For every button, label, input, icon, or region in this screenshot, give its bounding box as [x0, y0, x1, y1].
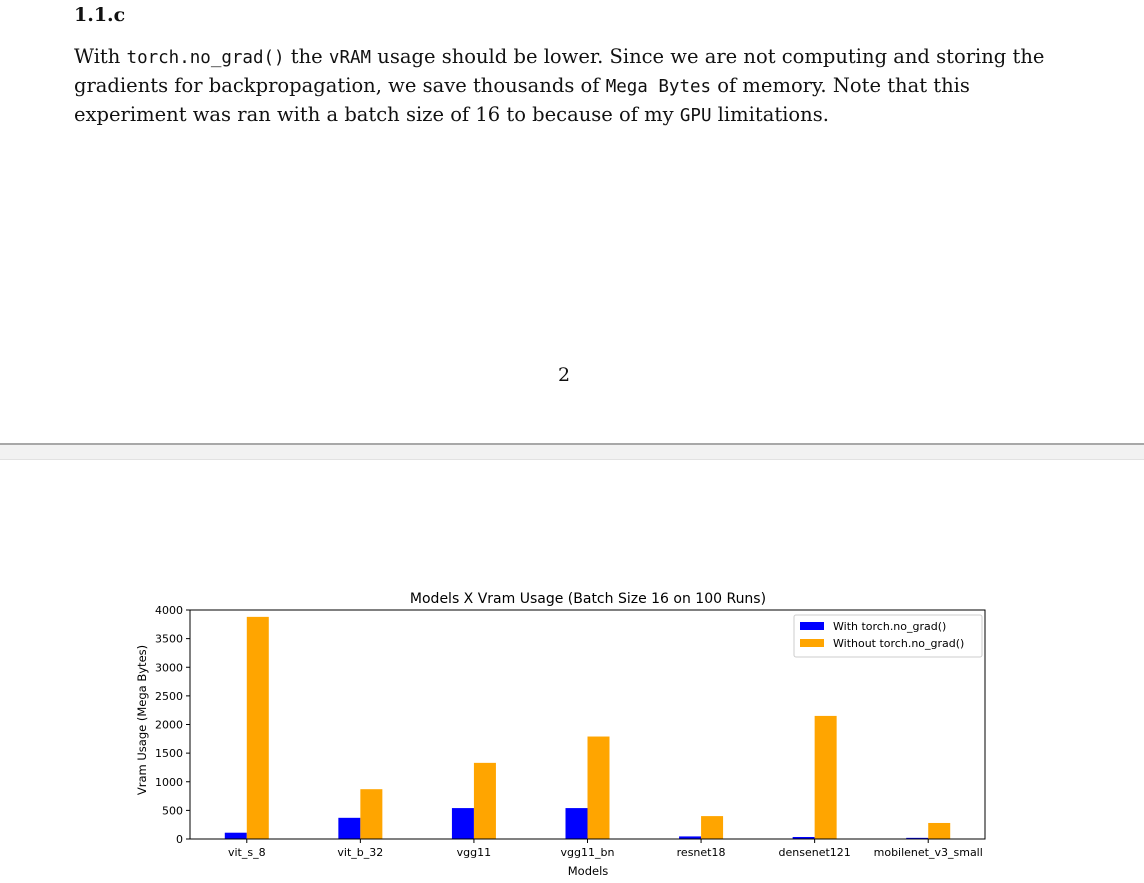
bar-without-vgg11 — [473, 762, 496, 839]
text-segment: limitations. — [711, 103, 829, 126]
page-number: 2 — [557, 364, 571, 386]
vram-bar-chart: Models X Vram Usage (Batch Size 16 on 10… — [135, 591, 986, 878]
legend-label-without: Without torch.no_grad() — [833, 637, 964, 650]
y-tick-label: 1000 — [155, 776, 183, 789]
code-gpu: GPU — [679, 106, 712, 126]
y-tick-label: 3500 — [155, 633, 183, 646]
y-axis-label: Vram Usage (Mega Bytes) — [135, 645, 149, 795]
bar-without-vgg11_bn — [587, 736, 610, 839]
body-paragraph: With torch.no_grad() the vRAM usage shou… — [74, 43, 1059, 130]
legend-swatch-without — [800, 639, 824, 647]
bar-without-vit_s_8 — [246, 616, 269, 839]
chart-title: Models X Vram Usage (Batch Size 16 on 10… — [410, 591, 766, 607]
bar-with-vgg11 — [451, 808, 474, 839]
text-segment: of memory. Note that this experiment was… — [74, 74, 970, 126]
text-segment: With — [74, 45, 127, 68]
legend-box — [793, 614, 983, 658]
bar-without-resnet18 — [701, 816, 724, 839]
y-tick-label: 0 — [176, 833, 183, 846]
code-vram: vRAM — [328, 48, 372, 68]
bar-without-mobilenet_v3_small — [928, 822, 951, 839]
bar-without-densenet121 — [814, 715, 837, 839]
bars-group — [224, 616, 951, 839]
y-tick-label: 4000 — [155, 604, 183, 617]
y-tick-label: 2500 — [155, 690, 183, 703]
text-segment: usage should be lower. Since we are not … — [74, 45, 1045, 97]
x-tick-label: densenet121 — [779, 846, 851, 859]
y-tick-label: 1500 — [155, 747, 183, 760]
bar-with-vgg11_bn — [565, 808, 588, 839]
legend: With torch.no_grad() Without torch.no_gra… — [793, 614, 983, 658]
x-tick-label: mobilenet_v3_small — [874, 846, 983, 859]
y-tick-label: 2000 — [155, 719, 183, 732]
x-tick-label: vit_b_32 — [337, 846, 383, 859]
x-axis-label: Models — [568, 864, 609, 878]
y-ticks-group: 0 500 1000 1500 2000 2500 3000 3500 4000 — [155, 604, 190, 846]
legend-swatch-with — [800, 622, 824, 630]
code-torch-no-grad: torch.no_grad() — [126, 48, 285, 68]
x-tick-label: vgg11_bn — [561, 846, 615, 859]
y-tick-label: 500 — [162, 804, 183, 817]
bar-with-vit_s_8 — [224, 832, 247, 839]
plot-frame — [189, 609, 986, 840]
x-tick-label: resnet18 — [677, 846, 726, 859]
bar-with-vit_b_32 — [338, 817, 361, 839]
legend-label-with: With torch.no_grad() — [833, 620, 946, 633]
section-heading: 1.1.c — [74, 4, 126, 26]
bar-with-densenet121 — [792, 836, 815, 839]
y-tick-label: 3000 — [155, 661, 183, 674]
x-ticks-group: vit_s_8 vit_b_32 vgg11 vgg11_bn resnet18 dens… — [228, 839, 983, 859]
text-segment: the — [284, 45, 329, 68]
bar-without-vit_b_32 — [360, 789, 383, 839]
x-tick-label: vit_s_8 — [228, 846, 266, 859]
bar-with-mobilenet_v3_small — [906, 837, 929, 839]
page-separator — [0, 443, 1144, 460]
x-tick-label: vgg11 — [457, 846, 491, 859]
bar-with-resnet18 — [679, 836, 702, 839]
code-mega-bytes: Mega Bytes — [605, 77, 712, 97]
